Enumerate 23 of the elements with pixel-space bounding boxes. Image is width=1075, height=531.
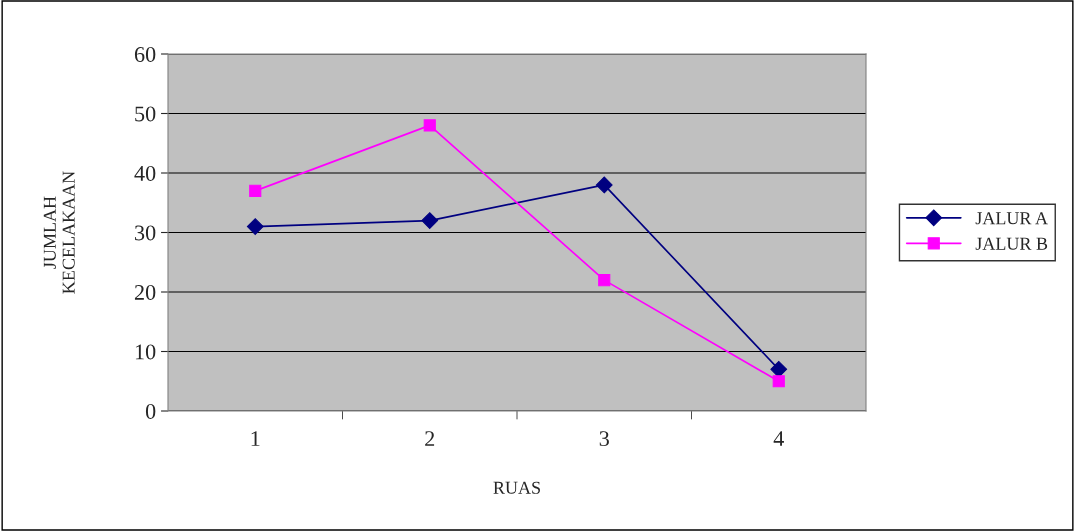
x-tick-label: 2 — [425, 431, 435, 446]
y-axis-title: JUMLAH KECELAKAAN — [43, 171, 75, 294]
point — [421, 212, 439, 229]
y-tick-label: 10 — [135, 344, 156, 360]
y-tick-label: 30 — [135, 225, 156, 241]
x-tick-label: 4 — [773, 431, 784, 446]
y-tick-label: 0 — [145, 403, 156, 419]
y-tick-label: 40 — [134, 165, 156, 181]
point — [246, 218, 264, 235]
point — [770, 360, 788, 378]
legend-label: JALUR A — [975, 212, 1048, 225]
legend-label: JALUR B — [975, 237, 1048, 250]
y-tick-label: 60 — [134, 46, 156, 62]
x-axis-title: RUAS — [493, 481, 540, 494]
y-tick-label: 20 — [134, 284, 156, 300]
point — [249, 184, 262, 197]
x-tick-label: 3 — [599, 431, 609, 447]
point — [423, 119, 436, 132]
y-tick-label: 50 — [135, 106, 156, 122]
point — [772, 375, 785, 388]
x-tick-label: 1 — [251, 431, 260, 446]
point — [595, 176, 613, 194]
point — [598, 274, 611, 287]
